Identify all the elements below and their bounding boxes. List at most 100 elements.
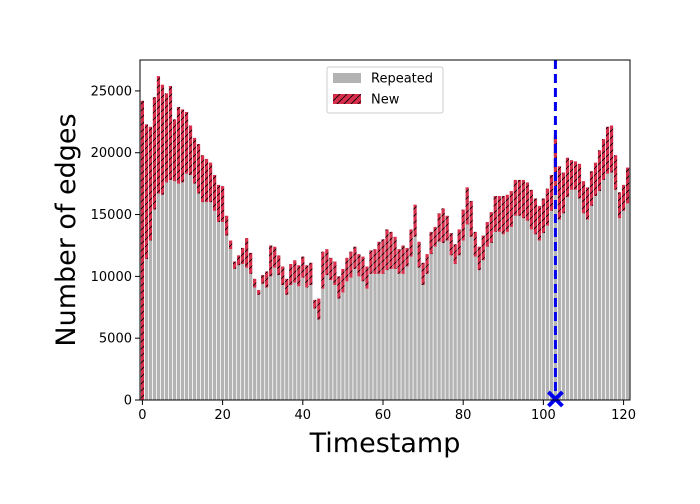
bar-new [289, 264, 293, 286]
bar-repeated [297, 286, 301, 400]
bar-new [557, 166, 562, 220]
bar-new [361, 256, 365, 282]
bar-new [325, 249, 329, 276]
bar-repeated [593, 196, 598, 400]
bar-new [473, 231, 477, 257]
y-axis-label: Number of edges [51, 113, 82, 346]
bar-repeated [277, 275, 281, 400]
bar-new [192, 137, 197, 184]
bar-new [585, 187, 590, 220]
bar-new [609, 125, 614, 173]
bar-new [188, 125, 193, 175]
bar-new [225, 215, 229, 236]
bar-repeated [625, 203, 630, 400]
bar-repeated [321, 288, 325, 400]
bar-new [389, 231, 393, 269]
bar-new [605, 126, 610, 174]
bar-repeated [429, 254, 433, 400]
bar-new [401, 245, 405, 274]
bar-new [357, 254, 361, 277]
bar-new [349, 251, 353, 278]
bar-repeated [273, 267, 277, 400]
bar-new [277, 255, 281, 276]
bar-repeated [545, 225, 550, 400]
bar-new [321, 251, 325, 289]
bar-new [481, 235, 485, 261]
bar-new [152, 97, 157, 210]
bar-repeated [305, 287, 309, 400]
bar-repeated [377, 273, 381, 400]
bar-new [429, 231, 433, 255]
bar-repeated [208, 202, 213, 400]
bar-repeated [301, 277, 305, 400]
bar-new [441, 208, 445, 243]
x-tick-label: 60 [375, 408, 392, 423]
bar-new [148, 126, 153, 241]
bar-new [449, 233, 453, 256]
bar-repeated [309, 285, 313, 400]
bar-new [549, 174, 554, 211]
bar-new [593, 162, 598, 196]
bar-repeated [357, 276, 361, 400]
bar-repeated [389, 268, 393, 400]
x-tick-label: 80 [455, 408, 472, 423]
bar-new [229, 240, 233, 250]
bar-repeated [609, 172, 614, 400]
bar-repeated [525, 220, 529, 400]
bar-repeated [557, 219, 562, 400]
bar-repeated [529, 229, 533, 400]
bar-new [573, 161, 578, 190]
bar-repeated [413, 236, 417, 400]
bar-new [617, 192, 622, 219]
bar-repeated [561, 213, 566, 400]
bar-new [180, 109, 185, 183]
x-tick-label: 40 [295, 408, 312, 423]
legend: Repeated New [326, 66, 444, 114]
bar-repeated [485, 246, 489, 400]
bar-new [589, 171, 594, 206]
x-tick-label: 0 [138, 408, 146, 423]
bar-repeated [453, 264, 457, 400]
bar-repeated [156, 193, 161, 400]
bar-repeated [245, 267, 249, 400]
bar-new [313, 299, 317, 309]
bar-repeated [373, 273, 377, 400]
bar-new [521, 179, 525, 219]
bar-repeated [325, 275, 329, 400]
y-tick-label: 10000 [91, 270, 132, 285]
y-tick-label: 0 [124, 394, 132, 409]
bar-repeated [257, 294, 261, 400]
bar-new [293, 260, 297, 283]
bar-new [212, 174, 217, 211]
bar-repeated [621, 210, 626, 400]
axes-layer: 0 20 40 60 80 100 120 0 5000 10000 15000 20000 25000 [91, 59, 636, 423]
bar-repeated [293, 282, 297, 400]
bar-repeated [148, 240, 153, 400]
x-tick-label: 20 [214, 408, 231, 423]
bar-repeated [281, 285, 285, 400]
bar-repeated [565, 197, 570, 400]
bar-repeated [477, 270, 481, 400]
bar-repeated [501, 234, 505, 400]
bar-new [196, 144, 201, 194]
bar-new [497, 196, 501, 232]
bar-repeated [533, 234, 537, 400]
bar-repeated [393, 268, 397, 400]
bar-repeated [204, 202, 209, 400]
bar-new [509, 191, 513, 227]
bar-repeated [469, 236, 473, 400]
bar-repeated [253, 287, 257, 400]
bar-new [433, 226, 437, 247]
y-tick-label: 5000 [99, 332, 132, 347]
bar-repeated [285, 294, 289, 400]
bar-new [353, 246, 357, 269]
bar-new [329, 257, 333, 281]
bar-new [541, 198, 545, 234]
bar-repeated [437, 241, 441, 400]
bar-repeated [553, 194, 558, 400]
bar-new [513, 179, 517, 216]
bar-new [160, 84, 165, 195]
bar-repeated [188, 174, 193, 400]
bar-new [505, 194, 509, 232]
bar-new [216, 184, 221, 222]
